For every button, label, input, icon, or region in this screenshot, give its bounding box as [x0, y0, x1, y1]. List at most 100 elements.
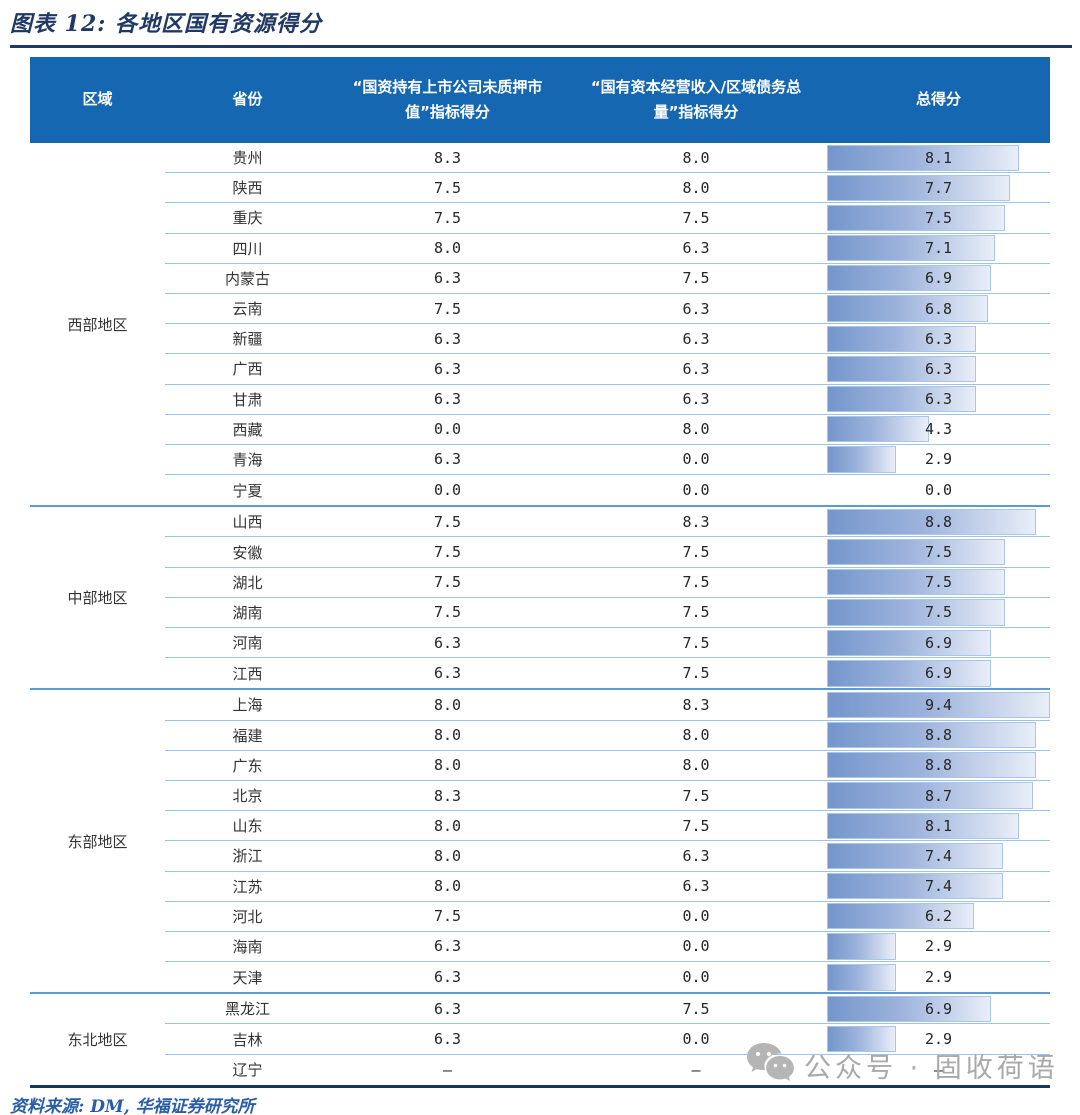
province-name: 浙江	[232, 847, 263, 866]
province-name: 西藏	[232, 420, 263, 439]
total-score-value: 6.8	[924, 299, 953, 318]
score-unpledged-value: 6.3	[433, 633, 462, 652]
total-score-bar	[827, 355, 977, 382]
table-row: 黑龙江 6.3 7.5 6.9	[165, 994, 1050, 1025]
total-score-bar	[827, 599, 1005, 626]
region-rows: 山西 7.5 8.3 8.8 安徽 7.5 7.5 7.5 湖北 7.5 7.5 7.5 湖南 7.5 7.…	[165, 507, 1050, 688]
total-score-value: 6.3	[924, 390, 953, 409]
score-income-debt-value: 8.0	[682, 148, 710, 167]
region-rows: 上海 8.0 8.3 9.4 福建 8.0 8.0 8.8 广东 8.0 8.0 8.8 北京 8.3 7.…	[165, 690, 1050, 992]
score-income-debt-value: 7.5	[682, 269, 710, 288]
total-score-bar	[827, 842, 1003, 869]
province-name: 宁夏	[232, 481, 263, 500]
source-note: 资料来源: DM, 华福证券研究所	[10, 1097, 255, 1115]
province-name: 黑龙江	[224, 1000, 270, 1019]
header-total-score: 总得分	[915, 90, 961, 109]
table-header-row: 区域 省份 “国资持有上市公司未质押市值”指标得分 “国有资本经营收入/区域债务…	[30, 57, 1050, 143]
province-name: 云南	[232, 300, 263, 319]
score-unpledged-value: 0.0	[433, 420, 462, 439]
province-name: 河南	[232, 634, 263, 653]
table-row: 湖南 7.5 7.5 7.5	[165, 598, 1050, 628]
total-score-bar	[827, 1025, 896, 1053]
table-row: 上海 8.0 8.3 9.4	[165, 690, 1050, 721]
score-income-debt-value: 6.3	[682, 877, 710, 896]
score-unpledged-value: 7.5	[433, 907, 462, 926]
province-name: 福建	[232, 726, 263, 745]
score-unpledged-value: 7.5	[433, 603, 462, 622]
total-score-bar	[827, 174, 1010, 201]
province-name: 山东	[232, 817, 263, 836]
table-body: 西部地区 贵州 8.3 8.0 8.1 陕西 7.5 8.0 7.7 重庆 7.5 7.5 7.5 四川 8…	[30, 143, 1050, 1085]
total-score-bar	[827, 782, 1034, 809]
province-name: 江苏	[232, 877, 263, 896]
total-score-cell: 8.8	[827, 507, 1050, 536]
province-name: 青海	[232, 450, 263, 469]
score-income-debt-value: 7.5	[682, 633, 710, 652]
total-score-cell: 2.9	[827, 445, 1050, 474]
table-row: 甘肃 6.3 6.3 6.3	[165, 385, 1050, 415]
score-unpledged-value: 6.3	[433, 968, 462, 987]
watermark-text: 公众号 · 固收荷语	[804, 1052, 1059, 1084]
total-score-value: 6.9	[924, 664, 953, 683]
total-score-bar	[827, 416, 929, 443]
total-score-bar	[827, 569, 1005, 596]
header-score-income-debt: “国有资本经营收入/区域债务总量”指标得分	[590, 77, 802, 122]
score-income-debt-value: 6.3	[682, 329, 710, 348]
total-score-cell: 8.7	[827, 781, 1050, 810]
total-score-value: 0.0	[924, 481, 953, 500]
province-name: 贵州	[232, 149, 263, 168]
score-unpledged-value: 6.3	[433, 359, 462, 378]
table-row: 山东 8.0 7.5 8.1	[165, 811, 1050, 842]
score-unpledged-value: 0.0	[433, 481, 462, 500]
score-unpledged-value: 8.0	[433, 756, 462, 775]
total-score-cell: 8.1	[827, 811, 1050, 840]
total-score-bar	[827, 508, 1036, 535]
table-row: 陕西 7.5 8.0 7.7	[165, 173, 1050, 204]
score-income-debt-value: 7.5	[682, 543, 710, 562]
score-income-debt-value: 0.0	[682, 481, 710, 500]
score-unpledged-value: 8.0	[433, 239, 462, 258]
region-label: 东部地区	[67, 832, 128, 851]
province-name: 甘肃	[232, 390, 263, 409]
total-score-value: 8.8	[924, 726, 953, 745]
score-unpledged-value: 6.3	[433, 664, 462, 683]
total-score-bar	[827, 722, 1036, 749]
total-score-cell: 6.3	[827, 385, 1050, 414]
total-score-value: 8.8	[924, 756, 953, 775]
province-name: 重庆	[232, 209, 263, 228]
total-score-value: –	[933, 1060, 944, 1079]
total-score-cell: 7.7	[827, 173, 1050, 202]
table-row: 辽宁 – – –	[165, 1055, 1050, 1085]
title-divider	[10, 45, 1072, 48]
total-score-cell: 0.0	[827, 475, 1050, 505]
region-rows: 黑龙江 6.3 7.5 6.9 吉林 6.3 0.0 2.9 辽宁 – – –	[165, 994, 1050, 1085]
total-score-value: 6.2	[924, 907, 953, 926]
total-score-cell: 6.9	[827, 264, 1050, 293]
province-name: 上海	[232, 696, 263, 715]
total-score-value: 7.4	[924, 877, 953, 896]
score-income-debt-value: 7.5	[682, 573, 710, 592]
province-name: 安徽	[232, 543, 263, 562]
score-unpledged-value: 6.3	[433, 269, 462, 288]
table-row: 广东 8.0 8.0 8.8	[165, 751, 1050, 781]
score-unpledged-value: 8.3	[433, 786, 462, 805]
score-income-debt-value: 6.3	[682, 239, 710, 258]
total-score-value: 6.9	[924, 633, 953, 652]
total-score-value: 9.4	[924, 695, 953, 714]
total-score-cell: 7.5	[827, 568, 1050, 597]
score-income-debt-value: 7.5	[682, 816, 710, 835]
province-name: 广西	[232, 360, 263, 379]
total-score-bar	[827, 235, 996, 262]
score-unpledged-value: 8.0	[433, 877, 462, 896]
total-score-bar	[827, 538, 1005, 566]
province-name: 江西	[232, 664, 263, 683]
total-score-bar	[827, 659, 991, 687]
province-name: 天津	[232, 968, 263, 987]
watermark: 公众号 · 固收荷语	[746, 1042, 1059, 1088]
score-income-debt-value: 7.5	[682, 786, 710, 805]
total-score-bar	[827, 812, 1020, 839]
region-label: 东北地区	[67, 1031, 128, 1050]
total-score-value: 7.5	[924, 208, 953, 227]
total-score-cell: 7.1	[827, 234, 1050, 263]
table-row: 贵州 8.3 8.0 8.1	[165, 143, 1050, 174]
